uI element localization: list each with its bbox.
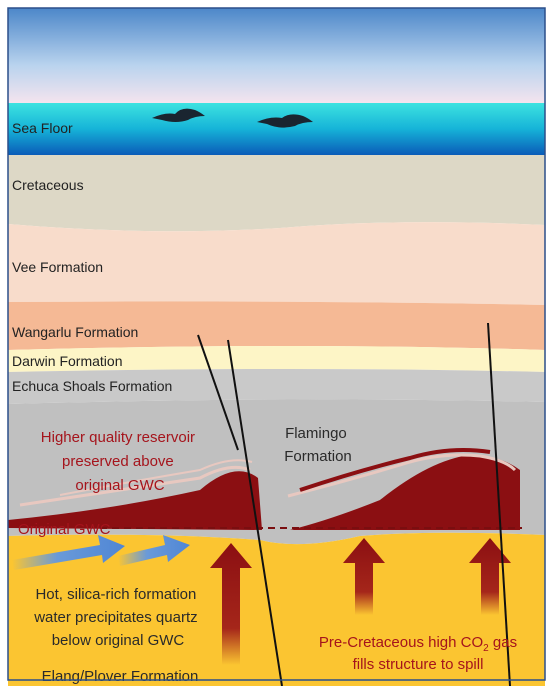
text: Pre-Cretaceous high CO: [319, 634, 483, 651]
faults: [197, 322, 511, 687]
flamingo-label: Flamingo Formation: [284, 425, 352, 465]
right-reservoir: [290, 455, 520, 530]
bird: [152, 108, 205, 122]
layer-label: Sea Floor: [12, 120, 73, 136]
streak: [59, 459, 253, 496]
line: preserved above: [62, 453, 174, 470]
line: Formation: [284, 448, 352, 465]
layers: [8, 8, 545, 686]
reservoir-note: Higher quality reservoir preserved above…: [41, 429, 199, 494]
cretaceous-layer: [8, 155, 545, 232]
birds: [152, 108, 313, 128]
line: below original GWC: [52, 632, 185, 649]
streak: [19, 465, 251, 507]
red-arrow: [343, 538, 385, 615]
layer-label: Echuca Shoals Formation: [12, 378, 172, 394]
elang-layer: [8, 532, 545, 686]
line: Flamingo: [285, 425, 347, 442]
red-arrow: [469, 538, 511, 615]
red-arrow: [210, 543, 252, 665]
fault: [227, 339, 283, 687]
echuca-layer: [8, 369, 545, 404]
layer-label: Wangarlu Formation: [12, 324, 138, 340]
streak: [299, 448, 491, 492]
wangarlu-layer: [8, 301, 545, 350]
gas-note: fills structure to spill: [353, 656, 484, 673]
line: Hot, silica-rich formation: [35, 586, 196, 603]
sky: [8, 8, 545, 103]
frame: [7, 7, 546, 681]
darwin-layer: [8, 346, 545, 372]
arrows: [12, 535, 511, 665]
layer-label: Darwin Formation: [12, 353, 122, 369]
blue-arrow: [118, 535, 190, 566]
blue-arrow: [12, 535, 125, 570]
layer-label: Cretaceous: [12, 177, 84, 193]
layer-label: Elang/Plover Formation: [42, 668, 199, 685]
subscript: 2: [483, 643, 489, 654]
vee-layer: [8, 222, 545, 305]
layer-label: Vee Formation: [12, 259, 103, 275]
sea: [8, 103, 545, 155]
fault: [197, 334, 239, 451]
line: original GWC: [75, 477, 164, 494]
fault: [487, 322, 511, 687]
bird: [257, 114, 313, 128]
streak: [287, 453, 517, 498]
line: water precipitates quartz: [33, 609, 197, 626]
quartz-note: Hot, silica-rich formation water precipi…: [33, 586, 202, 649]
gas-note: Pre-Cretaceous high CO2 gas: [319, 634, 517, 654]
line: Higher quality reservoir: [41, 429, 195, 446]
text: gas: [489, 634, 517, 651]
gwc-label: Original GWC: [18, 521, 111, 538]
left-reservoir: [8, 471, 262, 530]
reservoir: [8, 448, 522, 530]
